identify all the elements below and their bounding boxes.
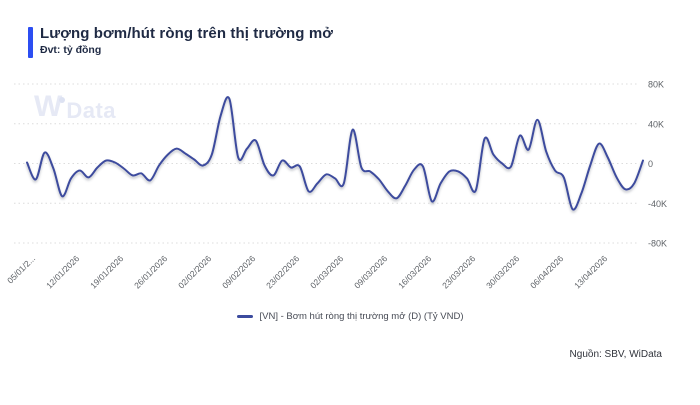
- y-gridlines: [14, 83, 638, 244]
- x-tick-label: 23/02/2026: [264, 253, 301, 290]
- x-tick-label: 05/01/2...: [5, 253, 37, 285]
- series-path: [26, 96, 644, 211]
- y-tick-label: 40K: [648, 119, 664, 129]
- y-tick-label: -40K: [648, 199, 667, 209]
- x-tick-label: 19/01/2026: [88, 253, 125, 290]
- x-tick-label: 09/03/2026: [352, 253, 389, 290]
- x-tick-label: 06/04/2026: [528, 253, 565, 290]
- y-tick-label: -80K: [648, 239, 667, 249]
- widata-watermark-logo: W Data: [34, 92, 116, 122]
- watermark-w: W: [34, 90, 63, 123]
- title-accent-bar: [28, 27, 33, 58]
- watermark-data: Data: [66, 98, 117, 123]
- y-axis-labels: 80K 40K 0 -40K -80K: [648, 80, 667, 249]
- x-tick-label: 16/03/2026: [396, 253, 433, 290]
- x-tick-label: 02/03/2026: [308, 253, 345, 290]
- legend-line-icon: [236, 315, 253, 318]
- legend[interactable]: [VN] - Bơm hút ròng thị trường mở (D) (T…: [0, 311, 700, 322]
- series-line: [26, 96, 644, 211]
- chart-unit-subtitle: Đvt: tỷ đồng: [40, 44, 102, 56]
- x-tick-label: 30/03/2026: [484, 253, 521, 290]
- x-tick-label: 09/02/2026: [220, 253, 257, 290]
- x-axis-labels: 05/01/2... 12/01/2026 19/01/2026 26/01/2026…: [5, 253, 609, 290]
- y-tick-label: 0: [648, 159, 653, 169]
- x-tick-label: 26/01/2026: [132, 253, 169, 290]
- y-tick-label: 80K: [648, 80, 664, 90]
- chart-title: Lượng bơm/hút ròng trên thị trường mở: [40, 25, 334, 42]
- x-tick-label: 02/02/2026: [176, 253, 213, 290]
- source-note: Nguồn: SBV, WiData: [569, 349, 662, 360]
- x-tick-label: 12/01/2026: [44, 253, 81, 290]
- legend-label: [VN] - Bơm hút ròng thị trường mở (D) (T…: [259, 311, 464, 322]
- watermark-i-dot-icon: [59, 97, 66, 103]
- x-tick-label: 13/04/2026: [572, 253, 609, 290]
- x-tick-label: 23/03/2026: [440, 253, 477, 290]
